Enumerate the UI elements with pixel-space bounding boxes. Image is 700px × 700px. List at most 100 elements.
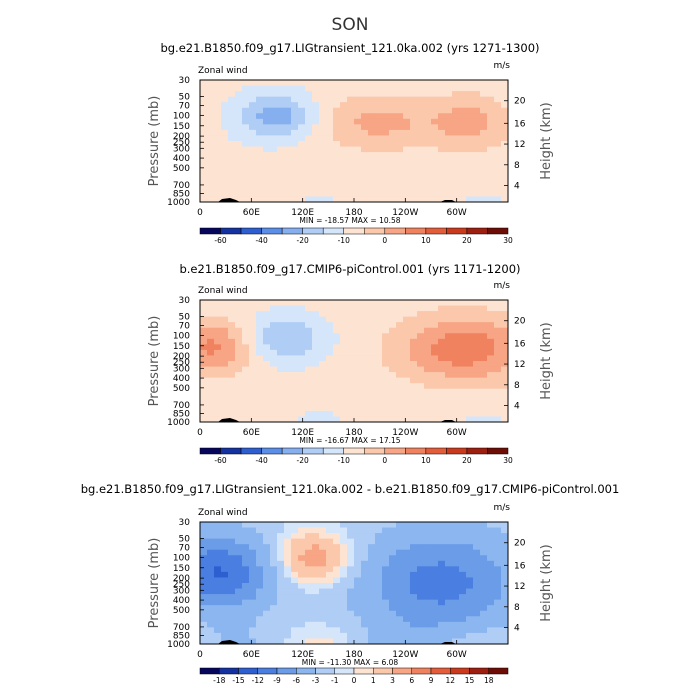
field-cell (305, 146, 313, 153)
field-cell (312, 605, 320, 612)
field-cell (480, 338, 488, 345)
field-cell (466, 416, 474, 423)
field-cell (459, 571, 467, 578)
field-cell (333, 555, 341, 562)
field-cell (270, 300, 278, 307)
field-cell (214, 91, 222, 98)
field-cell (361, 141, 369, 148)
field-cell (382, 599, 390, 606)
field-cell (263, 135, 271, 142)
field-cell (200, 146, 208, 153)
field-cell (354, 91, 362, 98)
field-cell (277, 300, 285, 307)
field-cell (403, 327, 411, 334)
field-cell (445, 566, 453, 573)
colorbar-label: -1 (331, 676, 339, 685)
field-cell (284, 383, 292, 390)
field-cell (487, 621, 495, 628)
field-cell (480, 399, 488, 406)
field-cell (438, 96, 446, 103)
field-cell (389, 322, 397, 329)
field-cell (354, 638, 362, 645)
field-cell (312, 168, 320, 175)
field-cell (298, 366, 306, 373)
field-cell (403, 366, 411, 373)
field-cell (452, 549, 460, 556)
field-cell (291, 410, 299, 417)
field-cell (403, 538, 411, 545)
field-cell (424, 349, 432, 356)
field-cell (249, 141, 257, 148)
field-cell (487, 91, 495, 98)
lon-tick-label: 60W (446, 208, 466, 218)
field-cell (277, 185, 285, 192)
field-cell (298, 124, 306, 131)
field-cell (459, 305, 467, 312)
field-cell (228, 163, 236, 170)
field-cell (459, 85, 467, 92)
field-cell (417, 157, 425, 164)
field-cell (382, 588, 390, 595)
field-cell (396, 174, 404, 181)
colorbar-swatch (315, 667, 335, 675)
field-cell (480, 594, 488, 601)
field-cell (340, 388, 348, 395)
field-cell (298, 129, 306, 136)
field-cell (452, 338, 460, 345)
field-cell (249, 560, 257, 567)
field-cell (403, 174, 411, 181)
field-cell (214, 638, 222, 645)
field-cell (382, 616, 390, 623)
field-cell (452, 632, 460, 639)
field-cell (494, 118, 502, 125)
field-cell (410, 621, 418, 628)
field-cell (312, 383, 320, 390)
field-cell (452, 113, 460, 120)
field-cell (368, 399, 376, 406)
field-cell (459, 107, 467, 114)
field-cell (228, 305, 236, 312)
field-cell (256, 394, 264, 401)
field-cell (235, 522, 243, 529)
field-cell (326, 338, 334, 345)
field-cell (382, 349, 390, 356)
field-cell (270, 322, 278, 329)
colorbar-swatch (425, 447, 447, 455)
field-cell (403, 416, 411, 423)
field-cell (361, 355, 369, 362)
field-cell (487, 163, 495, 170)
field-cell (347, 366, 355, 373)
field-cell (375, 124, 383, 131)
field-cell (263, 311, 271, 318)
lon-tick-label: 120E (291, 428, 314, 438)
field-cell (501, 305, 509, 312)
field-cell (249, 146, 257, 153)
field-cell (235, 146, 243, 153)
field-cell (326, 113, 334, 120)
pressure-tick-label: 850 (173, 189, 190, 199)
field-cell (494, 388, 502, 395)
field-cell (256, 549, 264, 556)
field-cell (221, 361, 229, 368)
field-cell (263, 316, 271, 323)
field-cell (200, 383, 208, 390)
field-cell (256, 305, 264, 312)
field-cell (284, 405, 292, 412)
field-cell (228, 168, 236, 175)
field-cell (249, 383, 257, 390)
field-cell (466, 80, 474, 87)
field-cell (277, 168, 285, 175)
field-cell (214, 522, 222, 529)
field-cell (200, 555, 208, 562)
field-cell (445, 416, 453, 423)
field-cell (242, 157, 250, 164)
field-cell (487, 327, 495, 334)
field-cell (361, 616, 369, 623)
field-cell (207, 544, 215, 551)
field-cell (396, 135, 404, 142)
field-cell (354, 399, 362, 406)
pressure-tick-label: 70 (179, 322, 191, 332)
field-cell (494, 124, 502, 131)
field-cell (480, 610, 488, 617)
field-cell (200, 544, 208, 551)
